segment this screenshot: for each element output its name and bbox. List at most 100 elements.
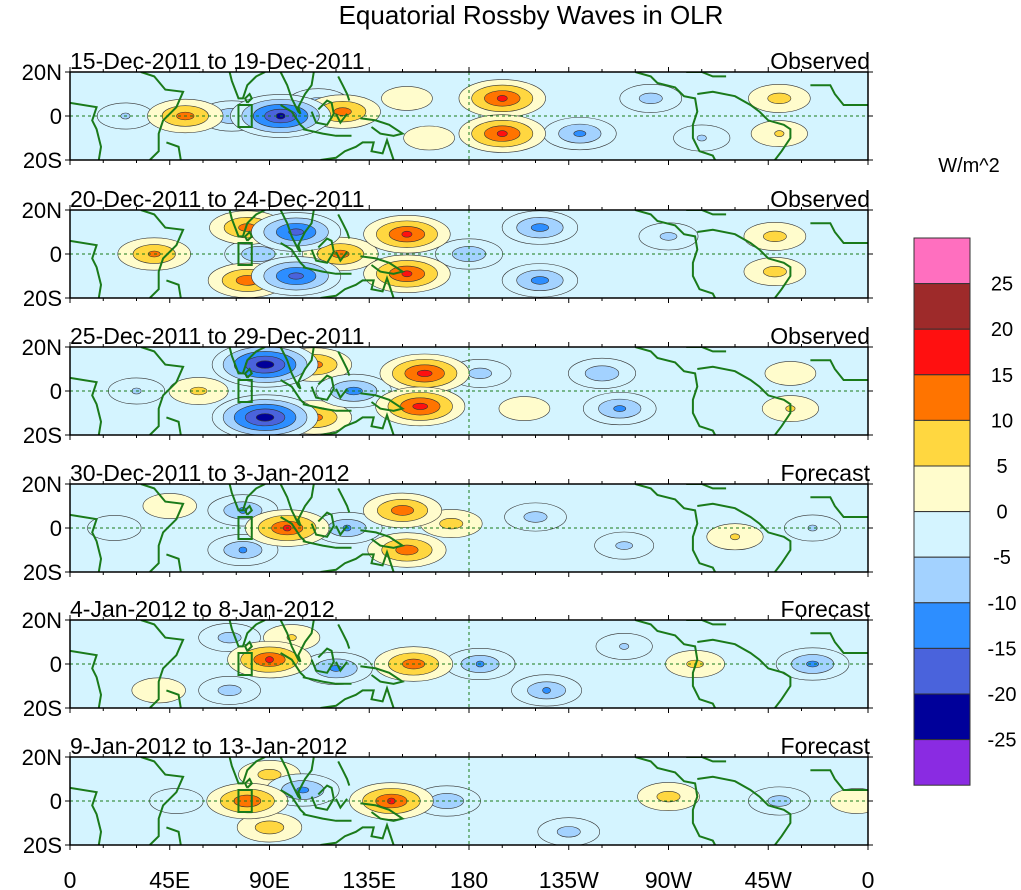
anomaly-contour xyxy=(806,660,819,668)
coastline xyxy=(697,775,792,845)
anomaly-contour xyxy=(255,413,275,422)
colorbar-swatch xyxy=(913,511,971,558)
coastline xyxy=(140,757,185,845)
index-box xyxy=(237,789,253,813)
coastline xyxy=(302,676,352,685)
coastline xyxy=(280,516,306,542)
anomaly-contour xyxy=(556,826,581,838)
lat-tick-label: 20S xyxy=(23,696,62,721)
anomaly-contour xyxy=(619,643,630,650)
coastline xyxy=(279,210,315,253)
lon-tick-label: 135W xyxy=(539,867,599,890)
coastline xyxy=(337,350,351,376)
anomaly-contour xyxy=(412,402,428,410)
coastline xyxy=(243,92,254,104)
colorbar-tick-label: -10 xyxy=(988,593,1017,615)
coastline xyxy=(810,84,868,106)
lat-tick-label: 20N xyxy=(22,60,62,85)
coastline-layer xyxy=(70,210,868,298)
index-box xyxy=(237,242,253,266)
panel-date-range: 25-Dec-2011 to 29-Dec-2011 xyxy=(70,323,365,349)
anomaly-contour xyxy=(807,524,818,532)
index-box xyxy=(237,652,253,676)
coastline xyxy=(166,826,182,845)
coastline xyxy=(310,99,335,126)
coastline xyxy=(320,822,395,845)
colorbar-swatch xyxy=(913,693,971,741)
colorbar-swatch xyxy=(913,374,971,421)
coastline xyxy=(310,784,335,811)
coastline xyxy=(243,230,254,242)
coastline xyxy=(320,412,395,435)
anomaly-contour xyxy=(584,365,620,382)
coastline xyxy=(140,72,185,160)
anomaly-contour xyxy=(523,511,548,523)
coastline xyxy=(243,367,254,379)
anomaly-contour xyxy=(530,223,549,232)
chart-title: Equatorial Rossby Waves in OLR xyxy=(339,0,724,30)
panel-status: Observed xyxy=(770,323,870,349)
anomaly-contour xyxy=(217,684,242,696)
coastline xyxy=(302,813,352,822)
coastline xyxy=(198,210,266,238)
coastline xyxy=(198,620,266,648)
coastline xyxy=(686,210,727,216)
anomaly-contour xyxy=(696,134,707,142)
lat-tick-label: 20S xyxy=(23,286,62,311)
coastline xyxy=(697,228,792,298)
coastline xyxy=(320,275,395,298)
coastline xyxy=(360,117,405,137)
anomaly-contour xyxy=(254,820,285,835)
coastline xyxy=(198,347,266,375)
anomaly-contour xyxy=(401,230,413,238)
coastline xyxy=(166,553,182,572)
colorbar-swatch xyxy=(913,556,971,604)
coastline xyxy=(198,484,266,512)
anomaly-contour xyxy=(416,369,433,377)
anomaly-layer xyxy=(108,347,819,435)
coastline xyxy=(635,484,716,572)
colorbar-tick-label: -15 xyxy=(988,638,1017,660)
coastline xyxy=(810,496,868,518)
anomaly-contour xyxy=(573,130,587,137)
panel-status: Observed xyxy=(770,48,870,74)
panels-group: 20N 0 20S 15-Dec-2011 to 19-Dec-2011 Observe… xyxy=(22,48,873,858)
coastline xyxy=(686,72,727,78)
lat-tick-label: 0 xyxy=(50,516,62,541)
coastline xyxy=(337,760,351,786)
coastline xyxy=(320,549,395,572)
coastline xyxy=(335,661,348,673)
coastline xyxy=(810,769,868,791)
anomaly-contour xyxy=(829,788,868,814)
lon-tick-label: 90W xyxy=(645,867,693,890)
lat-tick-label: 20N xyxy=(22,198,62,223)
anomaly-contour xyxy=(613,405,627,412)
coastline xyxy=(335,251,348,263)
colorbar: W/m^2 25 20 15 10 5 0 -5 -10 -15 -20 -25 xyxy=(913,155,1017,786)
anomaly-contour xyxy=(659,232,678,241)
anomaly-contour xyxy=(288,272,304,280)
anomaly-contour xyxy=(255,360,275,369)
coastline xyxy=(140,484,185,572)
anomaly-contour xyxy=(656,791,681,803)
lon-tick-label: 0 xyxy=(64,867,77,890)
coastline xyxy=(302,403,352,412)
index-box xyxy=(237,104,253,128)
colorbar-swatch xyxy=(913,602,971,649)
coastline xyxy=(140,620,185,708)
coastline xyxy=(280,789,306,815)
coastline xyxy=(243,640,254,652)
lat-tick-label: 0 xyxy=(50,379,62,404)
coastline xyxy=(280,242,306,268)
coastline xyxy=(279,347,315,390)
coastline xyxy=(360,255,405,275)
coastline xyxy=(335,525,348,537)
coastline xyxy=(70,786,103,845)
coastline xyxy=(70,376,103,435)
anomaly-contour xyxy=(142,493,197,519)
colorbar-tick-label: 20 xyxy=(991,319,1013,341)
anomaly-contour xyxy=(638,92,663,104)
colorbar-tick-label: 5 xyxy=(996,456,1007,478)
anomaly-contour xyxy=(767,92,792,104)
colorbar-units: W/m^2 xyxy=(938,155,1000,177)
